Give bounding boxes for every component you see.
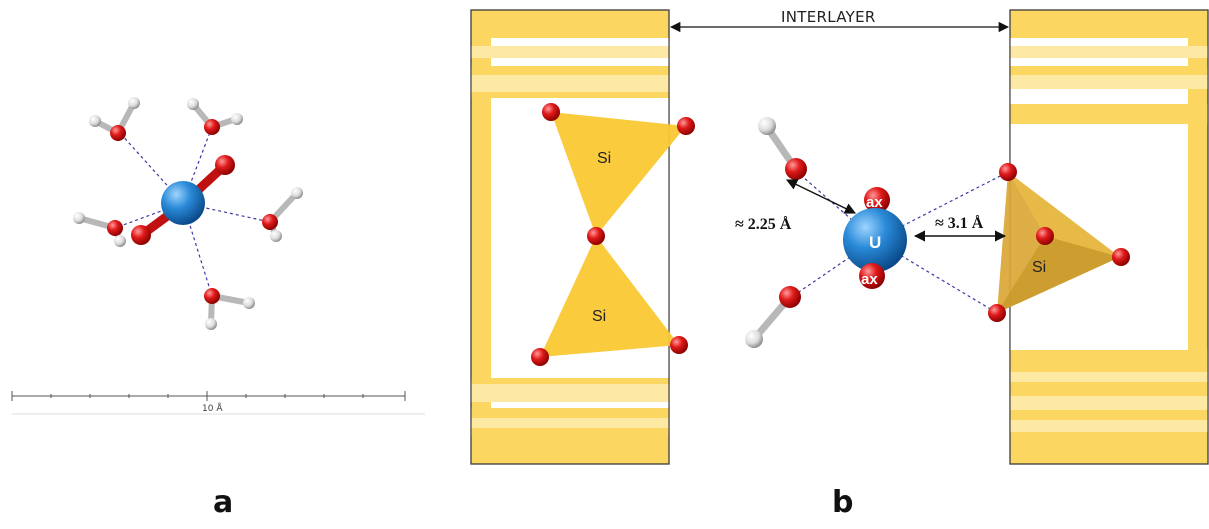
axial-oxygen-top: [864, 187, 890, 213]
hydrogen-atom: [270, 230, 282, 242]
uranium-atom-b: [843, 208, 907, 272]
si-tetrahedron-upper: [551, 112, 686, 236]
hydrogen-atom: [758, 117, 776, 135]
distance-water-label: ≈ 2.25 Å: [735, 215, 792, 233]
uranium-atom-a: [161, 181, 205, 225]
hydrogen-atom: [128, 97, 140, 109]
panel-a-atoms: [73, 97, 303, 330]
axial-label-top: ax: [866, 194, 883, 211]
panel-b-label: b: [832, 485, 853, 520]
oxygen-atom: [131, 225, 151, 245]
oxygen-atom: [1112, 248, 1130, 266]
hydrogen-atom: [205, 318, 217, 330]
oxygen-atom: [542, 103, 560, 121]
si-label-right: Si: [1032, 259, 1046, 276]
oxygen-atom: [999, 163, 1017, 181]
si-label-lower: Si: [592, 308, 606, 325]
water-oxygen-atom: [107, 220, 123, 236]
si-tetrahedron-right-face: [1008, 172, 1120, 257]
water-oxygen-atom: [262, 214, 278, 230]
hydrogen-atom: [745, 330, 763, 348]
hydrogen-atom: [243, 297, 255, 309]
hydrogen-atom: [73, 212, 85, 224]
hydrogen-atom: [231, 113, 243, 125]
oxygen-atom: [988, 304, 1006, 322]
water-oxygen-atom: [204, 288, 220, 304]
oxygen-atom: [677, 117, 695, 135]
water-oxygen-atom: [204, 119, 220, 135]
uranium-label: U: [869, 233, 881, 252]
oxygen-atom: [531, 348, 549, 366]
distance-arrow-water: [785, 179, 857, 214]
panel-b: INTERLAYER Si Si ax U: [470, 8, 1209, 520]
scale-bar: [11, 391, 425, 415]
axial-label-bottom: ax: [861, 271, 878, 288]
oxygen-atom: [1036, 227, 1054, 245]
interlayer-label: INTERLAYER: [781, 8, 876, 26]
panel-a: 10 Å a: [11, 97, 425, 520]
si-tetrahedron-lower: [540, 236, 679, 357]
water-oxygen-atom: [785, 158, 807, 180]
water-oxygen-atom: [779, 286, 801, 308]
distance-surface-label: ≈ 3.1 Å: [935, 214, 984, 232]
si-label-upper: Si: [597, 150, 611, 167]
left-clay-layer: [470, 9, 670, 465]
hydrogen-atom: [291, 187, 303, 199]
oxygen-atom: [670, 336, 688, 354]
panel-a-label: a: [213, 485, 233, 520]
oxygen-atom: [587, 227, 605, 245]
scale-bar-label: 10 Å: [202, 402, 223, 414]
water-oxygen-atom: [110, 125, 126, 141]
hydrogen-atom: [114, 235, 126, 247]
hydrogen-atom: [187, 98, 199, 110]
oxygen-atom: [215, 155, 235, 175]
axial-oxygen-bottom: [859, 263, 885, 289]
si-tetrahedron-right-face: [997, 236, 1120, 313]
hydrogen-atom: [89, 115, 101, 127]
